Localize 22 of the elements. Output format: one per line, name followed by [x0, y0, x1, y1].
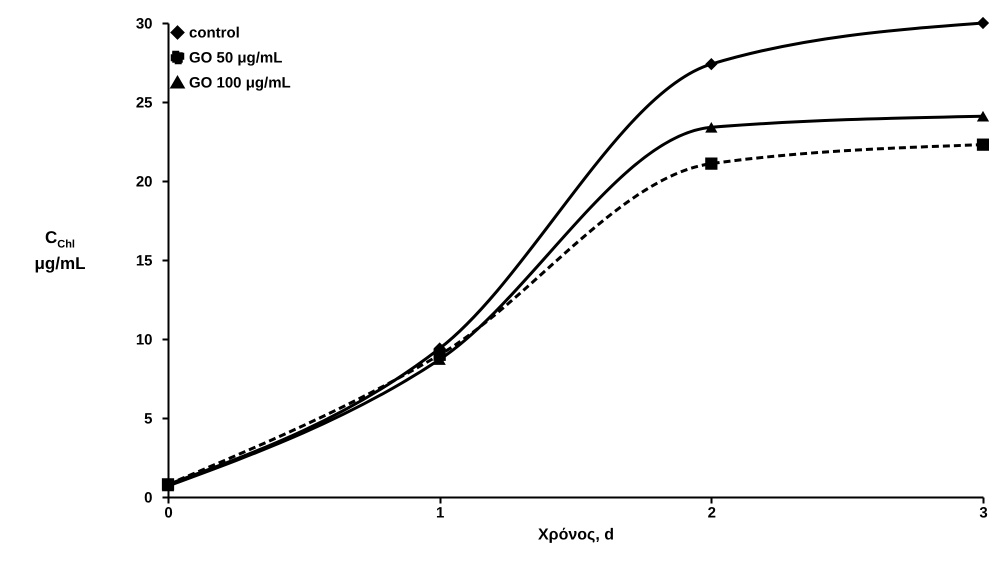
x-tick-label: 1: [436, 504, 444, 522]
point: [976, 16, 989, 30]
y-tick-label: 10: [136, 332, 152, 348]
point: [705, 157, 718, 170]
y-tick-label: 30: [136, 16, 152, 32]
x-tick-label: 0: [164, 504, 173, 522]
point: [705, 122, 718, 133]
x-axis-title: Χρόνος, d: [538, 526, 614, 544]
point: [976, 138, 989, 151]
y-tick-label: 0: [144, 490, 152, 506]
legend-label: control: [189, 24, 240, 42]
y-tick-label: 5: [144, 410, 152, 428]
y-tick-label: 20: [136, 174, 152, 190]
point: [976, 110, 989, 122]
y-axis-title: C$_{Chl}$ μg/mL: [33, 228, 86, 274]
y-tick-label: 15: [136, 252, 152, 270]
x-tick-label: 2: [708, 504, 716, 522]
point: [705, 58, 718, 70]
x-tick-label: 3: [979, 504, 988, 522]
legend-label: GO 50 μg/mL: [189, 50, 282, 66]
legend-label: GO 100 μg/mL: [189, 74, 291, 92]
y-tick-label: 25: [136, 94, 152, 112]
